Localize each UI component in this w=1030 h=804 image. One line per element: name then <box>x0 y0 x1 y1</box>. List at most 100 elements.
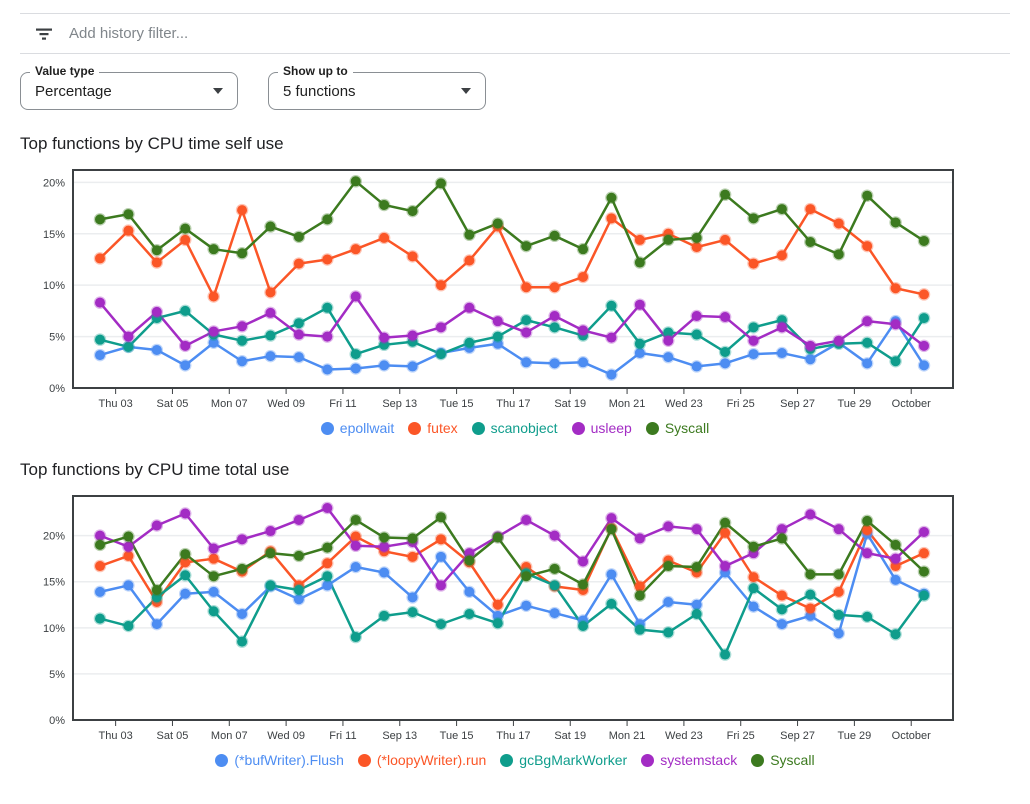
data-point[interactable] <box>605 597 618 611</box>
data-point[interactable] <box>690 522 703 536</box>
data-point[interactable] <box>150 519 164 532</box>
data-point[interactable] <box>889 573 902 587</box>
data-point[interactable] <box>718 233 732 247</box>
data-point[interactable] <box>321 253 334 266</box>
data-point[interactable] <box>775 603 789 616</box>
data-point[interactable] <box>832 217 846 230</box>
data-point[interactable] <box>633 233 647 247</box>
value-type-select[interactable]: Value type Percentage <box>20 64 238 110</box>
data-point[interactable] <box>519 313 533 327</box>
data-point[interactable] <box>775 202 789 216</box>
data-point[interactable] <box>434 278 448 292</box>
data-point[interactable] <box>804 588 817 601</box>
data-point[interactable] <box>718 357 732 370</box>
data-point[interactable] <box>377 198 391 212</box>
data-point[interactable] <box>860 336 874 350</box>
data-point[interactable] <box>775 617 789 631</box>
data-point[interactable] <box>406 532 419 545</box>
data-point[interactable] <box>747 334 760 347</box>
data-point[interactable] <box>889 538 902 552</box>
data-point[interactable] <box>377 609 391 623</box>
data-point[interactable] <box>150 243 164 257</box>
data-point[interactable] <box>178 507 192 520</box>
data-point[interactable] <box>917 359 931 372</box>
data-point[interactable] <box>150 583 164 597</box>
data-point[interactable] <box>349 175 362 188</box>
data-point[interactable] <box>662 520 675 533</box>
data-point[interactable] <box>292 316 306 330</box>
data-point[interactable] <box>605 212 618 225</box>
data-point[interactable] <box>860 314 874 328</box>
data-point[interactable] <box>235 607 249 621</box>
data-point[interactable] <box>889 282 902 295</box>
data-point[interactable] <box>775 589 789 602</box>
data-point[interactable] <box>718 345 732 359</box>
data-point[interactable] <box>519 513 533 527</box>
data-point[interactable] <box>548 606 561 620</box>
data-point[interactable] <box>321 213 334 226</box>
data-point[interactable] <box>434 617 448 631</box>
data-point[interactable] <box>93 213 107 226</box>
data-point[interactable] <box>747 570 760 584</box>
data-point[interactable] <box>633 298 647 311</box>
data-point[interactable] <box>917 565 931 578</box>
data-point[interactable] <box>747 540 760 553</box>
chart-canvas[interactable]: 0% 5% 10% 15% 20% Thu 03 Sat 05 Mon 07 Wed 09 Fri… <box>20 160 1010 418</box>
data-point[interactable] <box>178 339 192 353</box>
data-point[interactable] <box>264 220 277 233</box>
data-point[interactable] <box>747 212 760 225</box>
data-point[interactable] <box>804 508 817 521</box>
data-point[interactable] <box>576 555 590 568</box>
data-point[interactable] <box>207 569 220 583</box>
data-point[interactable] <box>321 501 334 515</box>
data-point[interactable] <box>150 617 164 631</box>
data-point[interactable] <box>576 270 590 284</box>
data-point[interactable] <box>235 635 249 648</box>
data-point[interactable] <box>690 309 703 323</box>
data-point[interactable] <box>122 540 135 553</box>
data-point[interactable] <box>349 539 362 553</box>
data-point[interactable] <box>605 511 618 525</box>
data-point[interactable] <box>349 362 362 375</box>
data-point[interactable] <box>775 249 789 262</box>
history-filter-input[interactable] <box>69 25 996 42</box>
data-point[interactable] <box>860 189 874 202</box>
data-point[interactable] <box>178 587 192 600</box>
data-point[interactable] <box>349 347 362 361</box>
data-point[interactable] <box>207 290 220 303</box>
data-point[interactable] <box>605 522 618 536</box>
data-point[interactable] <box>832 585 846 599</box>
data-point[interactable] <box>718 188 732 201</box>
data-point[interactable] <box>434 347 448 361</box>
data-point[interactable] <box>917 339 931 353</box>
data-point[interactable] <box>178 359 192 372</box>
data-point[interactable] <box>292 513 306 527</box>
data-point[interactable] <box>917 234 931 248</box>
data-point[interactable] <box>548 321 561 334</box>
data-point[interactable] <box>491 616 505 630</box>
data-point[interactable] <box>718 526 732 540</box>
data-point[interactable] <box>860 239 874 253</box>
data-point[interactable] <box>349 560 362 574</box>
chart-self-use[interactable]: 0% 5% 10% 15% 20% Thu 03 Sat 05 Mon 07 Wed 09 Fri… <box>20 160 1010 418</box>
data-point[interactable] <box>406 204 419 218</box>
data-point[interactable] <box>718 648 732 661</box>
data-point[interactable] <box>633 532 647 545</box>
data-point[interactable] <box>463 254 476 267</box>
data-point[interactable] <box>264 286 277 299</box>
data-point[interactable] <box>832 608 846 622</box>
data-point[interactable] <box>349 630 362 644</box>
data-point[interactable] <box>605 331 618 344</box>
data-point[interactable] <box>150 256 164 269</box>
data-point[interactable] <box>889 216 902 229</box>
data-point[interactable] <box>207 604 220 618</box>
data-point[interactable] <box>633 337 647 351</box>
data-point[interactable] <box>207 585 220 599</box>
data-point[interactable] <box>491 598 505 612</box>
data-point[interactable] <box>804 352 817 366</box>
data-point[interactable] <box>434 579 448 592</box>
data-point[interactable] <box>804 602 817 615</box>
data-point[interactable] <box>93 585 107 599</box>
data-point[interactable] <box>662 350 675 364</box>
data-point[interactable] <box>434 533 448 546</box>
